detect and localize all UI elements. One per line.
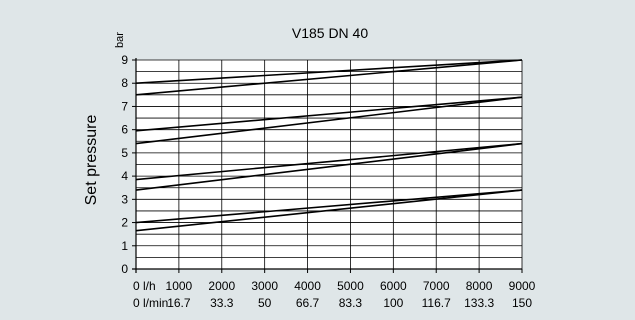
series-line bbox=[135, 96, 523, 145]
y-tick-label: 0 bbox=[121, 262, 128, 276]
y-tick-label: 1 bbox=[121, 239, 128, 253]
x-tick-label-lh: 4000 bbox=[294, 279, 321, 293]
y-tick-label: 4 bbox=[121, 169, 128, 183]
y-tick-label: 9 bbox=[121, 53, 128, 67]
x-tick-label-lh: 6000 bbox=[380, 279, 407, 293]
x-tick-label-lh: 8000 bbox=[466, 279, 493, 293]
x-tick-label-lh: 1000 bbox=[166, 279, 193, 293]
x-tick-label-lmin: 0 l/min bbox=[133, 296, 168, 310]
x-tick-label-lh: 7000 bbox=[423, 279, 450, 293]
y-tick-label: 2 bbox=[121, 216, 128, 230]
x-tick-label-lmin: 83.3 bbox=[339, 296, 363, 310]
y-tick-label: 7 bbox=[121, 99, 128, 113]
y-tick-label: 5 bbox=[121, 146, 128, 160]
x-tick-label-lh: 0 l/h bbox=[133, 279, 156, 293]
x-tick-label-lmin: 66.7 bbox=[296, 296, 320, 310]
x-tick-label-lh: 3000 bbox=[251, 279, 278, 293]
series-line bbox=[135, 59, 523, 96]
y-axis-label: Set pressure bbox=[83, 115, 100, 206]
y-axis-unit: bar bbox=[114, 32, 126, 48]
series-line bbox=[135, 189, 523, 232]
y-tick-label: 8 bbox=[121, 76, 128, 90]
x-tick-label-lmin: 50 bbox=[258, 296, 272, 310]
x-tick-label-lmin: 116.7 bbox=[422, 296, 451, 310]
series-line bbox=[135, 189, 523, 224]
x-tick-label-lmin: 133.3 bbox=[464, 296, 494, 310]
x-tick-label-lh: 5000 bbox=[337, 279, 364, 293]
series-line bbox=[135, 96, 523, 132]
series-line bbox=[135, 142, 523, 191]
y-tick-label: 6 bbox=[121, 123, 128, 137]
x-tick-label-lmin: 33.3 bbox=[210, 296, 234, 310]
series-line bbox=[135, 142, 523, 181]
y-tick-label: 3 bbox=[121, 192, 128, 206]
x-tick-label-lmin: 100 bbox=[383, 296, 403, 310]
x-tick-label-lh: 2000 bbox=[208, 279, 235, 293]
chart-title: V185 DN 40 bbox=[292, 25, 368, 41]
x-tick-label-lh: 9000 bbox=[509, 279, 536, 293]
plot-area: 0 1 2 3 4 5 6 7 8 9 0 l/h 0 l/min 1000 16.7 2000 33.3 30… bbox=[121, 53, 535, 310]
x-tick-label-lmin: 16.7 bbox=[167, 296, 191, 310]
x-tick-label-lmin: 150 bbox=[512, 296, 532, 310]
series-line bbox=[135, 59, 523, 85]
